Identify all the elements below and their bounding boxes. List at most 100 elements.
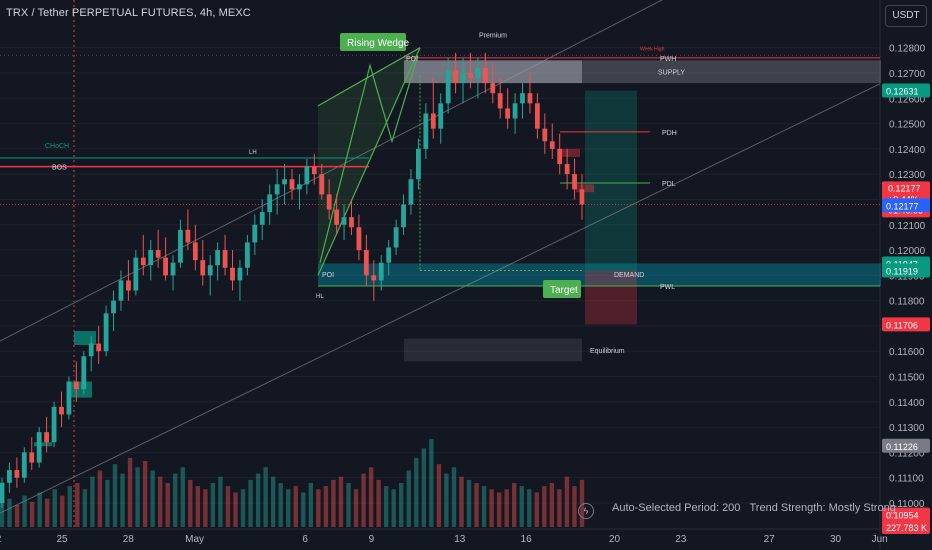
candle-body [7,470,12,483]
volume-bar [383,486,389,527]
candle-body [207,265,213,276]
price-tick-label: 0.12100 [889,221,926,232]
volume-bar [421,448,427,527]
volume-bar [195,486,201,527]
price-tag-box [882,507,930,522]
volume-bar [240,489,246,527]
candle-body [59,406,64,415]
candle-body [505,108,511,119]
volume-bar [210,483,216,527]
volume-bar [331,479,336,527]
target-profit-box [585,90,637,271]
volume-bar [338,476,344,527]
candle-body [386,247,392,263]
candle-body [36,432,42,463]
target-label: Target [550,285,578,296]
volume-bar [353,489,359,527]
trend-text: Trend Strength: Mostly Strong [749,502,896,514]
volume-bar [572,486,577,527]
volume-bar [557,489,562,527]
candle-body [21,452,27,478]
supply-zone [404,60,881,84]
candle-body [482,67,488,84]
volume-bar [135,467,140,527]
order-block [74,330,96,345]
candle-body [230,267,235,281]
volume-bar [248,479,253,527]
volume-bar [97,470,103,527]
volume-bar [173,473,178,527]
volume-bar [301,492,306,527]
volume-bar [316,489,321,527]
candle-body [297,184,302,190]
candle-body [185,229,191,243]
candle-body [557,148,563,165]
candle-body [289,179,295,190]
volume-bar [180,467,185,527]
candle-body [140,257,146,266]
candle-body [111,300,116,314]
time-tick-label: 16 [521,534,533,545]
price-tag-text: 0.11706 [886,320,918,330]
candle-body [326,194,332,210]
volume-bar [496,492,502,527]
lh-label: LH [249,150,257,156]
supply-label: SUPPLY [658,70,685,77]
volume-bar [308,483,314,527]
volume-bar [481,486,487,527]
candle-body [527,93,533,104]
demand-label: DEMAND [614,272,644,279]
time-tick-label: 27 [764,534,776,545]
volume-bar [0,501,5,527]
candle-body [549,141,555,149]
price-tick-label: 0.12500 [889,120,926,131]
price-tick-label: 0.12700 [889,69,926,80]
price-tag-text: 0.12177 [886,201,919,211]
volume-bar [286,489,291,527]
time-axis[interactable]: 22 25 28 May 6 9 13 16 20 23 27 30 Jun [0,534,888,545]
candle-body [334,209,340,225]
volume-bar [399,483,404,527]
volume-bar [270,476,276,527]
lightning-icon[interactable]: ϟ [578,503,594,519]
candle-body [497,93,503,109]
price-tag-text: 0.11226 [886,442,918,452]
volume-bar [534,492,540,527]
price-tag-text: 0.11919 [886,267,918,277]
volume-bar [406,470,411,527]
volume-bar [233,492,238,527]
candle-body [356,227,362,251]
candle-body [88,343,94,357]
volume-bar [361,473,366,527]
volume-bar [75,483,80,527]
volume-bar [368,467,374,527]
volume-bar [142,461,148,527]
price-tag-box [882,83,930,98]
candle-body [460,72,466,84]
candle-body [282,179,287,185]
price-axis[interactable]: 0.12800 0.12700 0.12600 0.12500 0.12400 0.123… [882,44,930,534]
currency-button[interactable]: USDT [885,5,927,27]
candle-body [341,217,347,225]
volume-bar [451,467,457,527]
price-tick-label: 0.12400 [889,145,926,156]
time-tick-label: 9 [369,534,375,545]
wedge-upper-line [317,47,421,107]
price-tag-text: 0.10954 [886,511,919,521]
volume-bar [549,483,555,527]
price-tick-label: 0.11200 [889,448,925,459]
candle-body [133,257,139,291]
volume-bar [203,489,208,527]
candle-body [475,67,481,79]
candles-layer [0,52,585,509]
candle-body [430,113,436,129]
volume-bar [414,457,419,527]
price-tag-text: 227.783 K [886,523,927,533]
volume-bar [82,489,88,527]
candle-body [192,242,198,261]
volume-bar [436,464,442,527]
volume-bar [459,476,464,527]
demand-zone [318,263,881,286]
volume-bar [150,470,155,527]
